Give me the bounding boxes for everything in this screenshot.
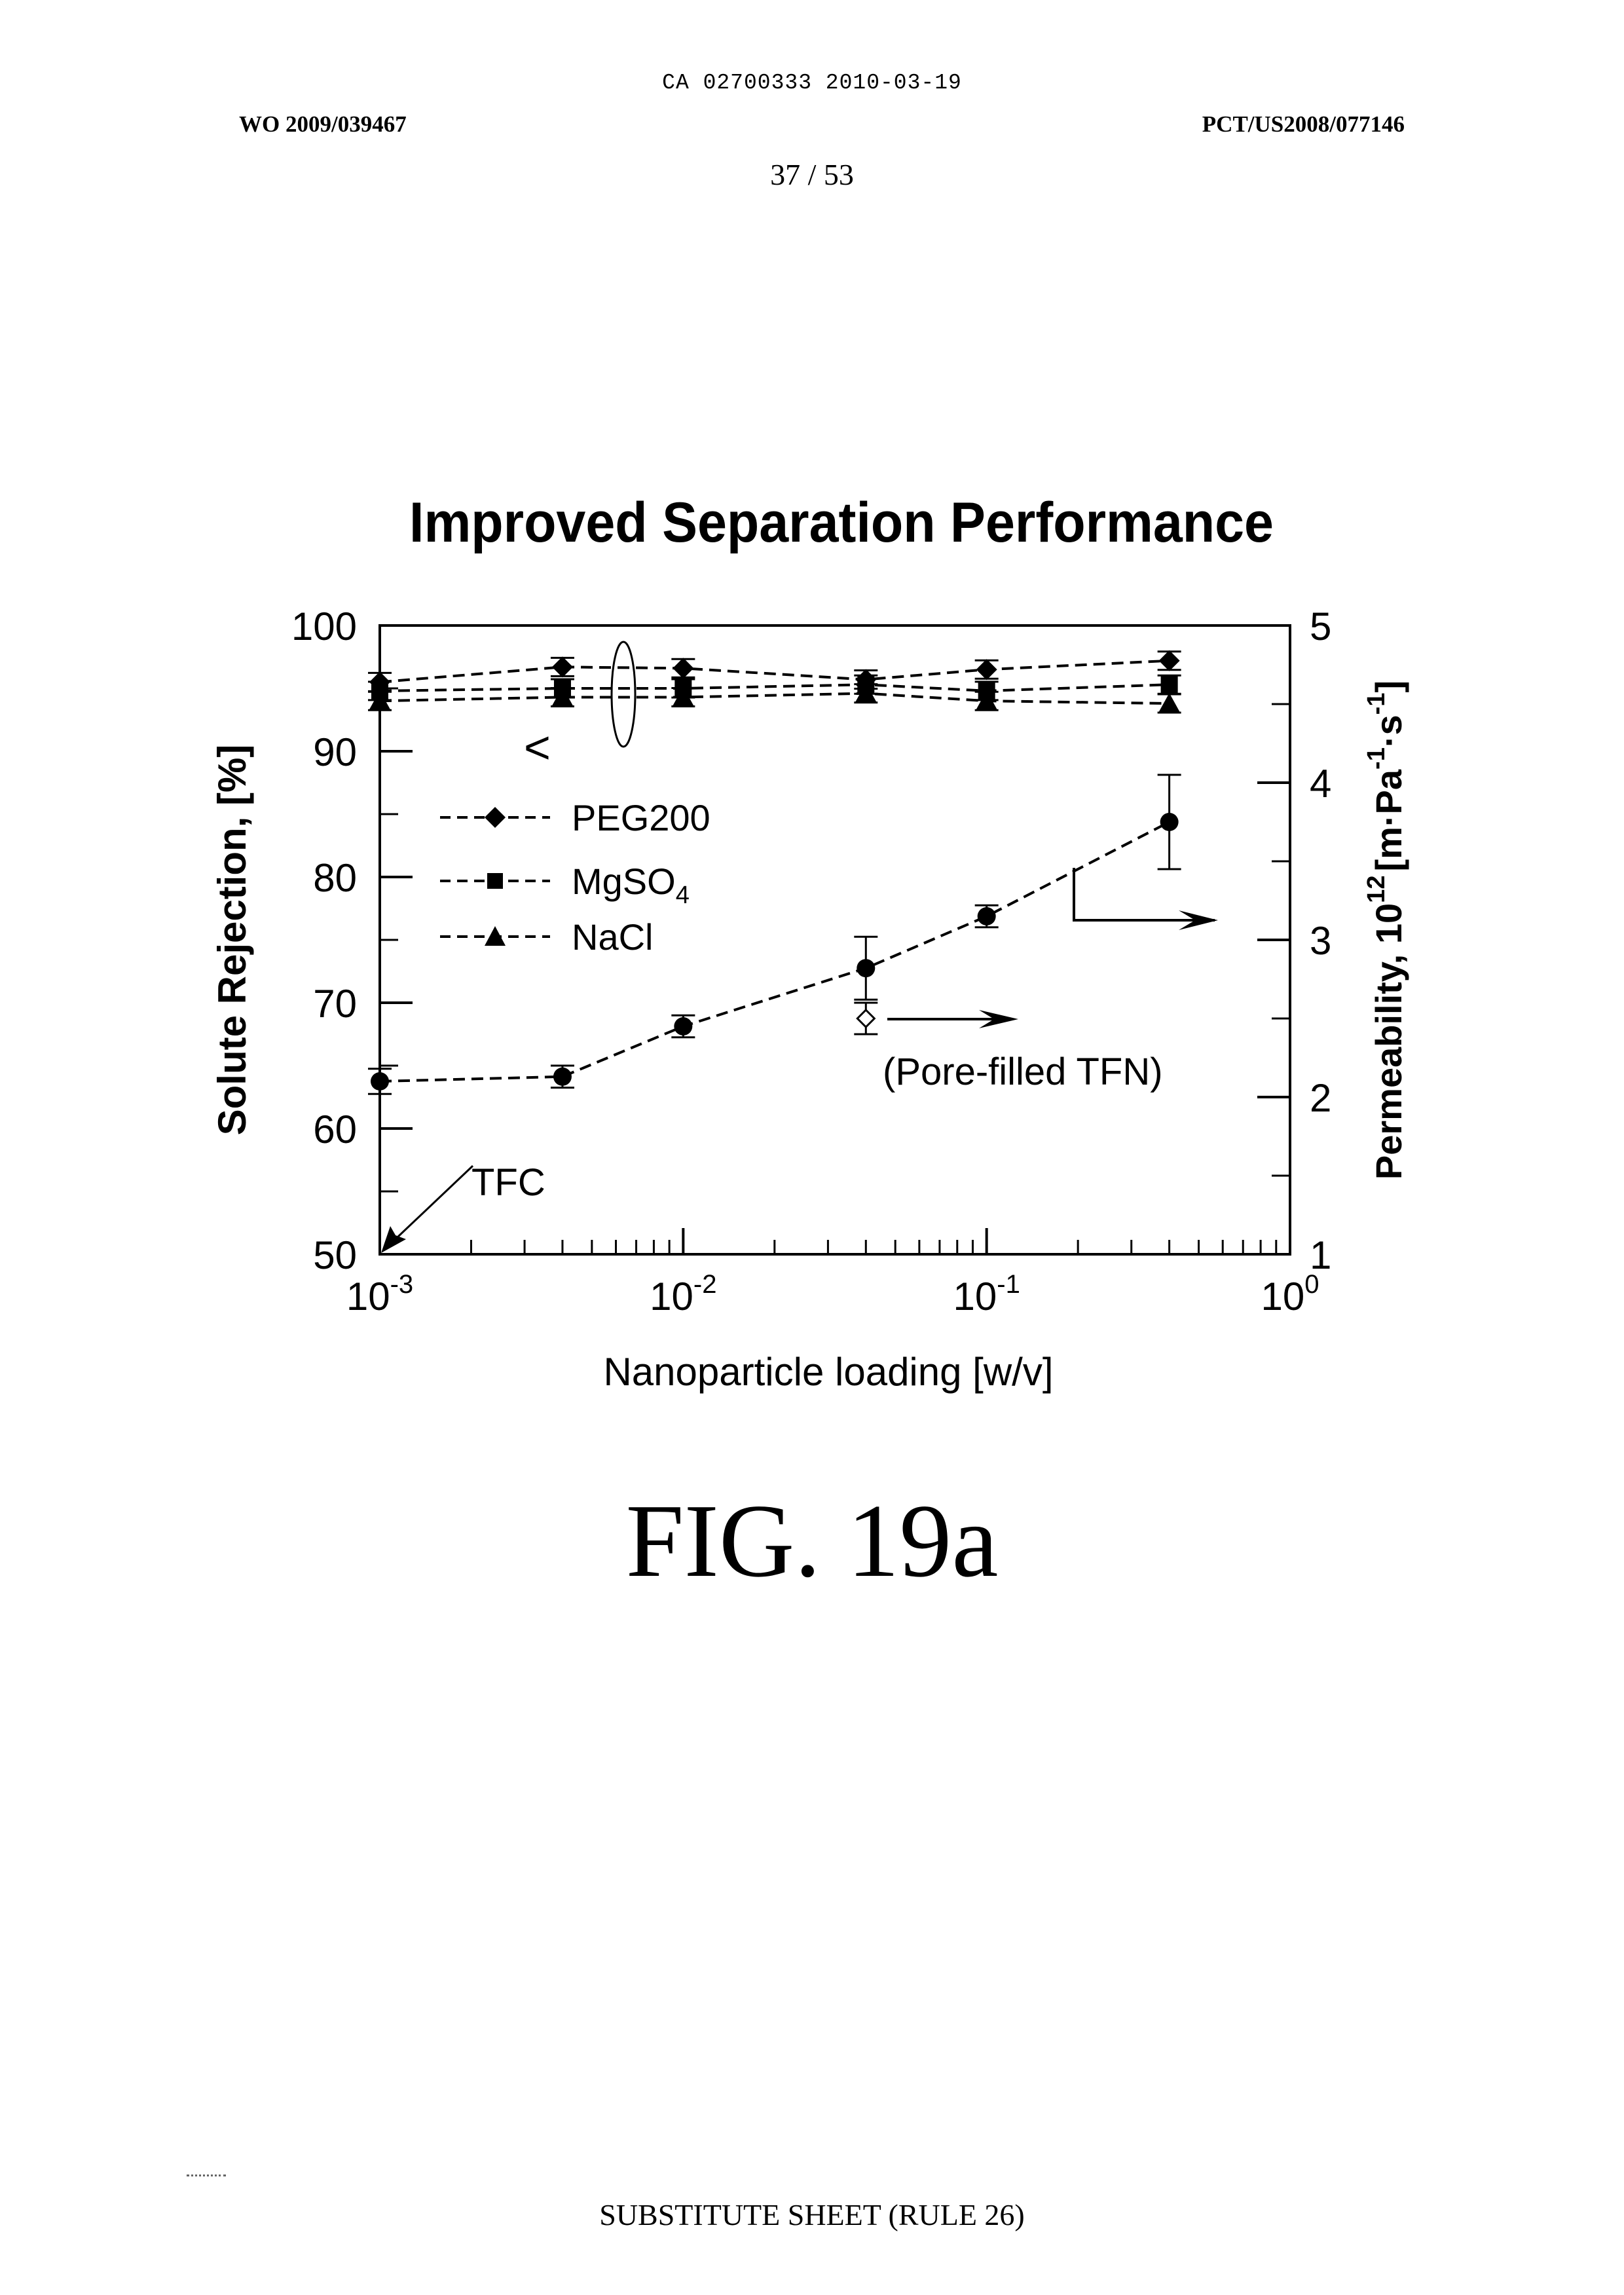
chart-title: Improved Separation Performance — [409, 491, 1274, 554]
series-line-permeability — [380, 822, 1170, 1081]
y-axis-label-right: Permeability, 1012[m·Pa-1·s-1] — [1363, 681, 1409, 1180]
series-lines — [380, 661, 1170, 1081]
footer-text: SUBSTITUTE SHEET (RULE 26) — [0, 2197, 1624, 2232]
data-point-permeability — [857, 959, 875, 977]
legend-label-peg200: PEG200 — [572, 797, 710, 838]
y-left-tick-label: 70 — [313, 982, 357, 1026]
legend-entry-nacl: NaCl — [440, 916, 653, 958]
ylabel-right-prefix: Permeability, 10 — [1368, 903, 1409, 1180]
x-tick-base: 10 — [346, 1275, 390, 1318]
legend-marker-diamond — [485, 807, 506, 828]
axis-ticks — [380, 625, 1290, 1254]
series-line-nacl — [380, 694, 1170, 703]
legend-marker-triangle — [485, 926, 506, 946]
x-axis-label: Nanoparticle loading [w/v] — [603, 1350, 1053, 1394]
rejection-series-ellipse — [612, 642, 635, 747]
y-axis-label-left: Solute Rejection, [%] — [210, 745, 254, 1136]
y-left-tick-label: 60 — [313, 1108, 357, 1151]
legend-marker-square — [487, 873, 503, 889]
margin-mark — [187, 2174, 226, 2176]
x-tick-base: 10 — [953, 1275, 997, 1318]
series-line-peg200 — [380, 661, 1170, 682]
data-point-pore-filled — [857, 1010, 874, 1027]
y-left-tick-label: 100 — [291, 605, 357, 648]
data-point-permeability — [553, 1068, 572, 1086]
y-right-tick-label: 4 — [1310, 762, 1331, 806]
series-markers — [368, 650, 1181, 1094]
data-point-mgso4 — [1161, 676, 1178, 693]
legend: PEG200 MgSO4 NaCl — [440, 797, 710, 958]
data-point-nacl — [1159, 693, 1180, 712]
pore-filled-annotation: (Pore-filled TFN) — [883, 1051, 1163, 1093]
y-right-tick-label: 2 — [1310, 1076, 1331, 1120]
legend-label-mgso4-base: MgSO — [572, 861, 676, 902]
legend-label-mgso4: MgSO4 — [572, 861, 690, 909]
data-point-peg200 — [976, 659, 997, 680]
x-tick-base: 10 — [650, 1275, 693, 1318]
ylabel-right-unit-close: ] — [1368, 681, 1409, 693]
legend-entry-mgso4: MgSO4 — [440, 861, 690, 909]
y-left-tick-label: 50 — [313, 1233, 357, 1277]
legend-label-mgso4-sub: 4 — [676, 882, 690, 909]
y-right-tick-label: 1 — [1310, 1233, 1331, 1277]
data-point-permeability — [371, 1072, 389, 1091]
y-left-tick-label: 90 — [313, 730, 357, 774]
data-point-peg200 — [1159, 650, 1180, 671]
right-axis-pointer — [1074, 868, 1215, 920]
ylabel-right-exp: 12 — [1363, 876, 1390, 903]
data-point-peg200 — [673, 658, 693, 679]
data-point-permeability — [1160, 813, 1179, 831]
tfc-arrow-line — [386, 1166, 473, 1248]
legend-label-nacl: NaCl — [572, 916, 653, 958]
series-line-mgso4 — [380, 684, 1170, 691]
ylabel-right-unit-mid: ·s — [1368, 715, 1409, 747]
ylabel-right-unit-exp1: -1 — [1363, 747, 1390, 770]
plot-frame — [380, 625, 1290, 1254]
separation-performance-chart: Improved Separation Performance 10-310-2… — [0, 0, 1624, 1441]
x-tick-label: 10-1 — [953, 1270, 1020, 1318]
x-tick-label: 100 — [1261, 1270, 1320, 1318]
tfc-annotation: TFC — [471, 1161, 545, 1204]
x-tick-exp: -1 — [997, 1270, 1020, 1299]
y-right-tick-label: 5 — [1310, 605, 1331, 648]
data-point-permeability — [978, 907, 996, 925]
tfc-arrowhead — [381, 1226, 406, 1253]
x-tick-exp: -3 — [390, 1270, 414, 1299]
ylabel-right-unit-main: [m·Pa — [1368, 769, 1409, 871]
y-right-tick-label: 3 — [1310, 919, 1331, 963]
left-axis-arrow: < — [524, 722, 551, 773]
x-tick-label: 10-2 — [650, 1270, 716, 1318]
x-tick-exp: -2 — [693, 1270, 717, 1299]
x-tick-base: 10 — [1261, 1275, 1305, 1318]
x-tick-label: 10-3 — [346, 1270, 413, 1318]
data-point-permeability — [674, 1017, 692, 1036]
data-point-peg200 — [552, 656, 573, 677]
legend-entry-peg200: PEG200 — [440, 797, 710, 838]
y-left-tick-label: 80 — [313, 856, 357, 900]
ylabel-right-unit-exp2: -1 — [1363, 693, 1390, 715]
figure-label: FIG. 19a — [0, 1480, 1624, 1601]
